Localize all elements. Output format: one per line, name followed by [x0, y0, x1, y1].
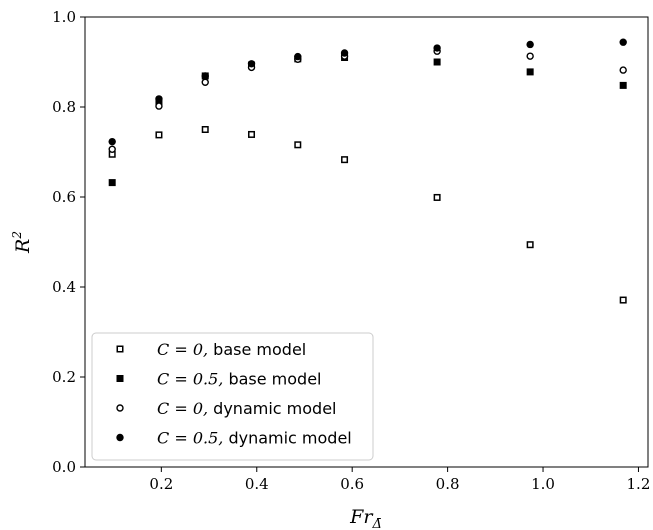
data-point [108, 179, 116, 187]
y-axis-label-superscript: 2 [10, 231, 24, 240]
legend-marker [116, 404, 124, 412]
data-points [108, 38, 627, 304]
x-tick-label: 0.8 [436, 475, 460, 493]
legend-entry: C = 0, dynamic model [116, 399, 336, 418]
y-tick-label: 1.0 [52, 8, 76, 26]
series-4 [108, 38, 627, 146]
y-axis-ticks: 0.0 0.2 0.4 0.6 0.8 1.0 [52, 8, 85, 476]
data-point [108, 145, 116, 154]
y-tick-label: 0.6 [52, 188, 76, 206]
x-axis-label: FrΔ̄ [349, 506, 382, 530]
legend-entry: C = 0.5, base model [116, 370, 322, 389]
data-point [619, 66, 627, 74]
data-point [433, 58, 441, 66]
data-point [248, 130, 256, 138]
y-tick-label: 0.8 [52, 98, 76, 116]
y-tick-label: 0.4 [52, 278, 76, 296]
legend-entry: C = 0, base model [116, 340, 306, 359]
legend-marker [116, 375, 124, 382]
legend-label: C = 0, base model [157, 340, 306, 359]
data-point [247, 60, 256, 68]
data-point [155, 95, 163, 103]
data-point [619, 296, 627, 304]
x-tick-label: 0.2 [149, 475, 173, 493]
legend-marker [116, 433, 124, 442]
x-axis-label-subscript: Δ̄ [371, 517, 381, 530]
data-point [526, 68, 534, 76]
data-point [526, 52, 534, 60]
legend-label-math: C = 0, [157, 340, 208, 359]
data-point [108, 137, 116, 146]
y-axis-label: R2 [10, 231, 34, 254]
x-axis-label-main: Fr [349, 506, 374, 528]
data-point [340, 49, 349, 57]
legend-label-text: dynamic model [208, 399, 336, 418]
data-point [619, 81, 627, 89]
legend-label-math: C = 0.5, [157, 429, 223, 448]
legend-label: C = 0, dynamic model [157, 399, 336, 418]
legend-label-text: dynamic model [223, 429, 351, 448]
x-tick-label: 1.2 [627, 475, 651, 493]
data-point [294, 141, 302, 149]
legend-label-text: base model [223, 370, 321, 389]
x-tick-label: 1.0 [531, 475, 555, 493]
data-point [526, 40, 534, 49]
data-point [433, 193, 441, 201]
legend-marker [116, 345, 124, 353]
data-point [433, 44, 441, 52]
legend-label-text: base model [208, 340, 306, 359]
y-axis-label-main: R [12, 239, 34, 254]
data-point [155, 131, 163, 139]
data-point [341, 156, 349, 164]
y-tick-label: 0.2 [52, 368, 76, 386]
legend-label-math: C = 0.5, [157, 370, 223, 389]
y-tick-label: 0.0 [52, 458, 76, 476]
legend-label: C = 0.5, base model [157, 370, 322, 389]
data-point [201, 126, 209, 133]
data-point [619, 38, 627, 46]
legend-label: C = 0.5, dynamic model [157, 429, 352, 448]
x-tick-label: 0.4 [245, 475, 269, 493]
legend-box [91, 332, 374, 461]
x-tick-label: 0.6 [340, 475, 364, 493]
legend-entry: C = 0.5, dynamic model [116, 429, 352, 448]
data-point [201, 78, 209, 86]
legend-label-math: C = 0, [157, 399, 208, 418]
data-point [201, 72, 209, 80]
data-point [155, 102, 163, 110]
data-point [294, 52, 302, 61]
data-point [526, 241, 534, 249]
x-axis-ticks: 0.2 0.4 0.6 0.8 1.0 1.2 [149, 467, 650, 493]
